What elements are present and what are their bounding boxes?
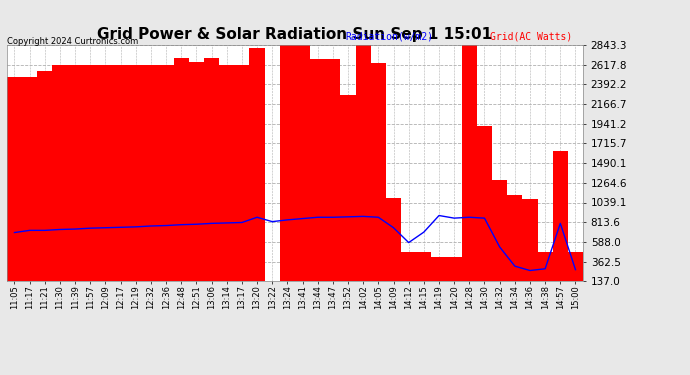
- Bar: [113, 65, 128, 281]
- Bar: [325, 59, 340, 281]
- Bar: [37, 70, 52, 281]
- Bar: [568, 252, 583, 281]
- Bar: [477, 126, 492, 281]
- Bar: [189, 62, 204, 281]
- Bar: [250, 48, 265, 281]
- Bar: [98, 65, 113, 281]
- Bar: [310, 59, 325, 281]
- Bar: [204, 57, 219, 281]
- Bar: [174, 57, 189, 281]
- Bar: [462, 45, 477, 281]
- Bar: [538, 252, 553, 281]
- Bar: [68, 65, 83, 281]
- Bar: [295, 45, 310, 281]
- Bar: [83, 65, 98, 281]
- Title: Grid Power & Solar Radiation Sun Sep 1 15:01: Grid Power & Solar Radiation Sun Sep 1 1…: [97, 27, 493, 42]
- Bar: [553, 151, 568, 281]
- Bar: [159, 65, 174, 281]
- Bar: [219, 65, 235, 281]
- Bar: [355, 45, 371, 281]
- Text: Radiation(w/m2): Radiation(w/m2): [345, 32, 433, 42]
- Bar: [507, 195, 522, 281]
- Bar: [431, 256, 446, 281]
- Bar: [522, 199, 538, 281]
- Bar: [386, 198, 401, 281]
- Bar: [7, 77, 22, 281]
- Bar: [52, 65, 68, 281]
- Bar: [144, 65, 159, 281]
- Bar: [492, 180, 507, 281]
- Bar: [401, 252, 416, 281]
- Bar: [128, 65, 144, 281]
- Bar: [22, 77, 37, 281]
- Text: Grid(AC Watts): Grid(AC Watts): [490, 32, 572, 42]
- Bar: [416, 252, 431, 281]
- Bar: [446, 256, 462, 281]
- Text: Copyright 2024 Curtronics.com: Copyright 2024 Curtronics.com: [7, 38, 138, 46]
- Bar: [340, 95, 355, 281]
- Bar: [280, 45, 295, 281]
- Bar: [235, 65, 250, 281]
- Bar: [371, 63, 386, 281]
